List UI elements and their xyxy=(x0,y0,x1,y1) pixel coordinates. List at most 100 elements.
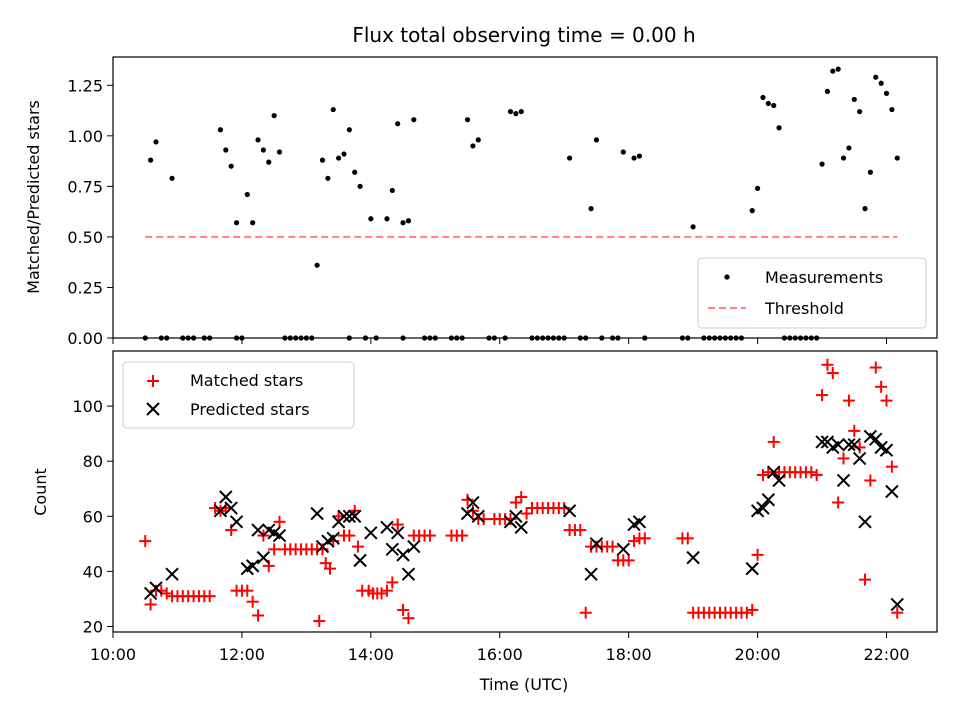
measurement-point xyxy=(851,96,857,103)
matched-star-point xyxy=(456,529,469,542)
predicted-star-point xyxy=(213,504,228,518)
top-ytick-label: 0.00 xyxy=(67,329,103,348)
legend-matched-marker xyxy=(147,375,159,387)
predicted-star-point xyxy=(245,559,260,573)
matched-star-point xyxy=(805,466,818,479)
matched-star-point xyxy=(313,614,326,627)
measurement-point xyxy=(835,66,841,72)
matched-star-point xyxy=(375,587,388,600)
measurement-point xyxy=(776,125,782,131)
matched-star-point xyxy=(139,535,152,548)
measurement-point xyxy=(475,137,481,143)
legend-predicted-marker xyxy=(146,402,160,416)
measurement-point xyxy=(260,147,267,153)
measurement-point xyxy=(352,169,358,175)
measurement-point xyxy=(894,155,900,161)
matched-star-point xyxy=(324,562,337,575)
predicted-star-point xyxy=(584,567,598,581)
measurement-point xyxy=(878,80,884,86)
x-axis-label: Time (UTC) xyxy=(479,675,568,694)
predicted-star-point xyxy=(756,501,770,515)
measurement-point xyxy=(464,117,471,123)
predicted-star-point xyxy=(858,515,872,529)
matched-star-point xyxy=(515,491,528,504)
matched-star-point xyxy=(891,606,904,619)
measurement-point xyxy=(223,147,229,153)
matched-star-point xyxy=(885,460,898,473)
bottom-ytick-label: 80 xyxy=(83,452,103,471)
top-ytick-label: 1.00 xyxy=(67,127,103,146)
predicted-star-point xyxy=(342,509,357,524)
matched-star-point xyxy=(343,529,356,542)
measurement-point xyxy=(883,90,890,96)
matched-star-point xyxy=(638,532,651,545)
legend-measurements-label: Measurements xyxy=(765,268,883,287)
matched-star-point xyxy=(622,554,635,567)
top-ytick-label: 0.50 xyxy=(67,228,103,247)
matched-star-point xyxy=(574,524,587,537)
bottom-ytick-group: 20 40 60 80 100 xyxy=(72,397,113,636)
measurement-point xyxy=(250,220,256,226)
legend-measurements-marker xyxy=(724,274,730,280)
measurement-point xyxy=(507,108,514,115)
matched-star-point xyxy=(520,507,533,520)
bottom-xtick-label: 18:00 xyxy=(606,645,652,664)
matched-star-point xyxy=(273,515,286,528)
matched-star-point xyxy=(756,468,769,481)
predicted-star-point xyxy=(514,520,528,535)
predicted-star-point xyxy=(272,528,287,543)
measurement-point xyxy=(341,151,347,157)
predicted-star-point xyxy=(842,437,856,452)
measurement-point xyxy=(389,187,395,194)
measurement-point xyxy=(395,121,401,127)
measurement-point xyxy=(690,224,696,230)
bottom-plot-frame xyxy=(112,350,938,633)
bottom-ytick-label: 20 xyxy=(83,617,103,636)
measurement-point xyxy=(411,117,417,123)
measurement-point xyxy=(319,157,326,163)
matched-star-point xyxy=(380,584,393,597)
bottom-xtick-label: 10:00 xyxy=(90,645,136,664)
predicted-star-point xyxy=(380,520,394,535)
measurement-point xyxy=(840,155,847,161)
matched-star-point xyxy=(144,598,157,611)
bottom-ytick-label: 60 xyxy=(83,507,103,526)
predicted-star-point xyxy=(836,473,851,488)
measurement-point xyxy=(368,216,374,222)
predicted-star-point xyxy=(831,437,845,452)
measurement-point xyxy=(749,208,755,214)
measurement-point xyxy=(765,100,771,107)
matched-star-point xyxy=(810,468,823,481)
predicted-star-point xyxy=(466,495,480,510)
top-plot-frame xyxy=(112,56,938,339)
predicted-star-point xyxy=(364,526,378,540)
predicted-star-point xyxy=(890,597,904,612)
predicted-star-point xyxy=(401,567,416,581)
bottom-xtick-label: 14:00 xyxy=(348,645,394,664)
predicted-star-point xyxy=(686,550,700,565)
matched-star-point xyxy=(821,358,834,371)
measurement-point xyxy=(513,111,519,117)
bottom-ytick-label: 100 xyxy=(72,397,103,416)
matched-star-point xyxy=(864,474,877,487)
measurement-point xyxy=(255,137,261,143)
matched-star-point xyxy=(848,424,861,437)
predicted-star-point xyxy=(348,509,362,524)
bottom-xtick-label: 12:00 xyxy=(219,645,265,664)
measurement-point xyxy=(754,185,761,192)
legend-predicted-label: Predicted stars xyxy=(190,400,310,419)
predicted-star-point xyxy=(772,473,786,488)
top-ytick-label: 0.25 xyxy=(67,278,103,297)
matched-star-point xyxy=(203,590,216,603)
predicted-star-point xyxy=(879,443,894,457)
matched-star-point xyxy=(816,389,829,402)
predicted-star-point xyxy=(847,437,861,452)
predicted-star-point xyxy=(471,509,485,524)
measurement-point xyxy=(760,94,766,101)
measurement-point xyxy=(620,149,626,155)
measurement-point xyxy=(470,143,476,149)
measurement-point xyxy=(862,206,868,212)
chart-title: Flux total observing time = 0.00 h xyxy=(352,23,695,47)
measurement-point xyxy=(153,139,159,145)
